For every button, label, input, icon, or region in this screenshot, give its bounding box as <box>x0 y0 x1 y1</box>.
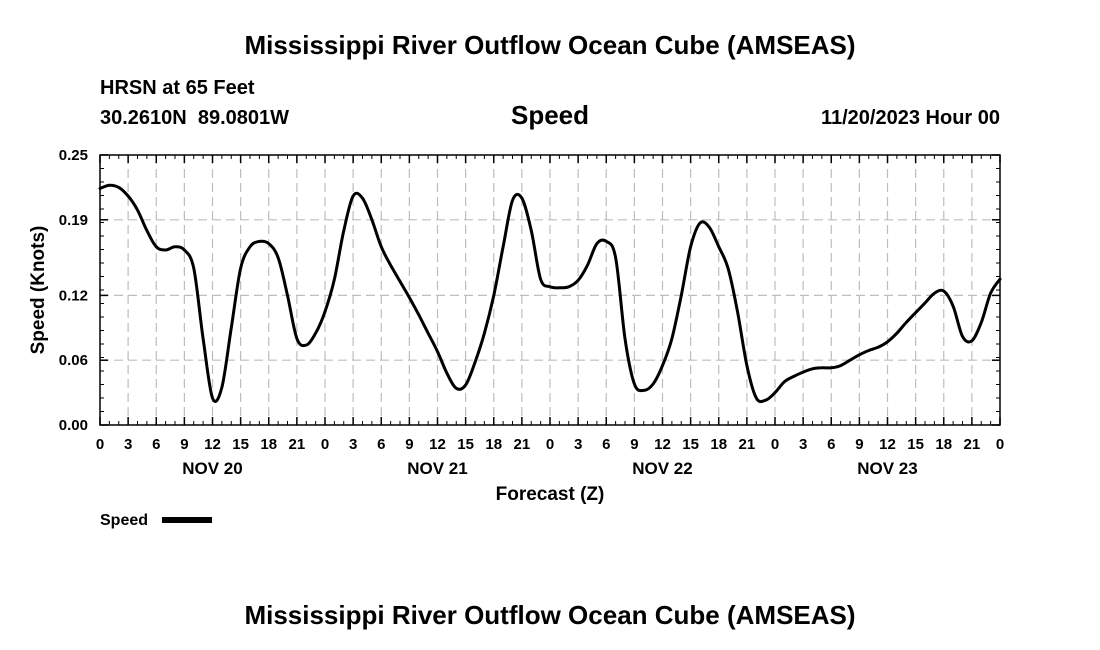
forecast-date-label: 11/20/2023 Hour 00 <box>820 107 1000 129</box>
x-tick-label: 9 <box>405 436 413 453</box>
x-tick-label: 3 <box>574 436 582 453</box>
x-tick-label: 0 <box>96 436 104 453</box>
legend-label: Speed <box>100 512 148 529</box>
x-tick-label: 9 <box>630 436 638 453</box>
day-label: NOV 21 <box>407 459 467 478</box>
x-tick-label: 15 <box>232 436 249 453</box>
coordinates-label: 30.2610N 89.0801W <box>100 107 290 129</box>
x-tick-label: 6 <box>377 436 385 453</box>
plot-frame <box>99 154 1001 426</box>
y-tick-label: 0.12 <box>59 287 88 304</box>
y-tick-label: 0.25 <box>59 147 88 164</box>
speed-series-line <box>98 183 1002 404</box>
day-label: NOV 23 <box>857 459 917 478</box>
x-tick-label: 15 <box>457 436 474 453</box>
x-tick-label: 9 <box>180 436 188 453</box>
x-tick-label: 6 <box>827 436 835 453</box>
x-tick-label: 12 <box>654 436 671 453</box>
y-axis-title: Speed (Knots) <box>28 226 49 355</box>
x-tick-label: 3 <box>799 436 807 453</box>
day-label: NOV 22 <box>632 459 692 478</box>
x-tick-label: 12 <box>429 436 446 453</box>
y-tick-label: 0.00 <box>59 417 88 434</box>
x-tick-label: 21 <box>739 436 756 453</box>
x-tick-label: 18 <box>935 436 952 453</box>
legend-swatch <box>162 517 212 523</box>
x-tick-label: 18 <box>710 436 727 453</box>
chart-main-title: Mississippi River Outflow Ocean Cube (AM… <box>244 30 856 60</box>
x-tick-label: 21 <box>289 436 306 453</box>
x-tick-label: 12 <box>879 436 896 453</box>
x-tick-label: 21 <box>514 436 531 453</box>
x-tick-label: 15 <box>682 436 699 453</box>
x-tick-label: 0 <box>996 436 1004 453</box>
day-label: NOV 20 <box>182 459 242 478</box>
x-tick-label: 0 <box>546 436 554 453</box>
x-tick-label: 15 <box>907 436 924 453</box>
y-tick-label: 0.06 <box>59 352 88 369</box>
chart-secondary-title: Mississippi River Outflow Ocean Cube (AM… <box>244 600 856 630</box>
legend: Speed <box>100 512 212 529</box>
x-axis-title: Forecast (Z) <box>496 484 605 505</box>
x-tick-label: 0 <box>321 436 329 453</box>
axis-labels: 0 3 6 9 12 15 18 21 0 3 6 9 12 15 18 21 0 3 6 9 12 15 18 21 0 3 6 9… <box>59 147 1004 478</box>
x-tick-label: 6 <box>152 436 160 453</box>
y-tick-label: 0.19 <box>59 212 88 229</box>
x-tick-label: 21 <box>964 436 981 453</box>
x-tick-label: 3 <box>124 436 132 453</box>
x-tick-label: 18 <box>260 436 277 453</box>
x-tick-label: 12 <box>204 436 221 453</box>
x-tick-label: 6 <box>602 436 610 453</box>
x-tick-label: 0 <box>771 436 779 453</box>
grid-lines <box>100 155 1000 425</box>
x-tick-label: 9 <box>855 436 863 453</box>
x-tick-label: 18 <box>485 436 502 453</box>
station-label: HRSN at 65 Feet <box>100 77 255 99</box>
variable-title: Speed <box>510 100 590 130</box>
x-tick-label: 3 <box>349 436 357 453</box>
